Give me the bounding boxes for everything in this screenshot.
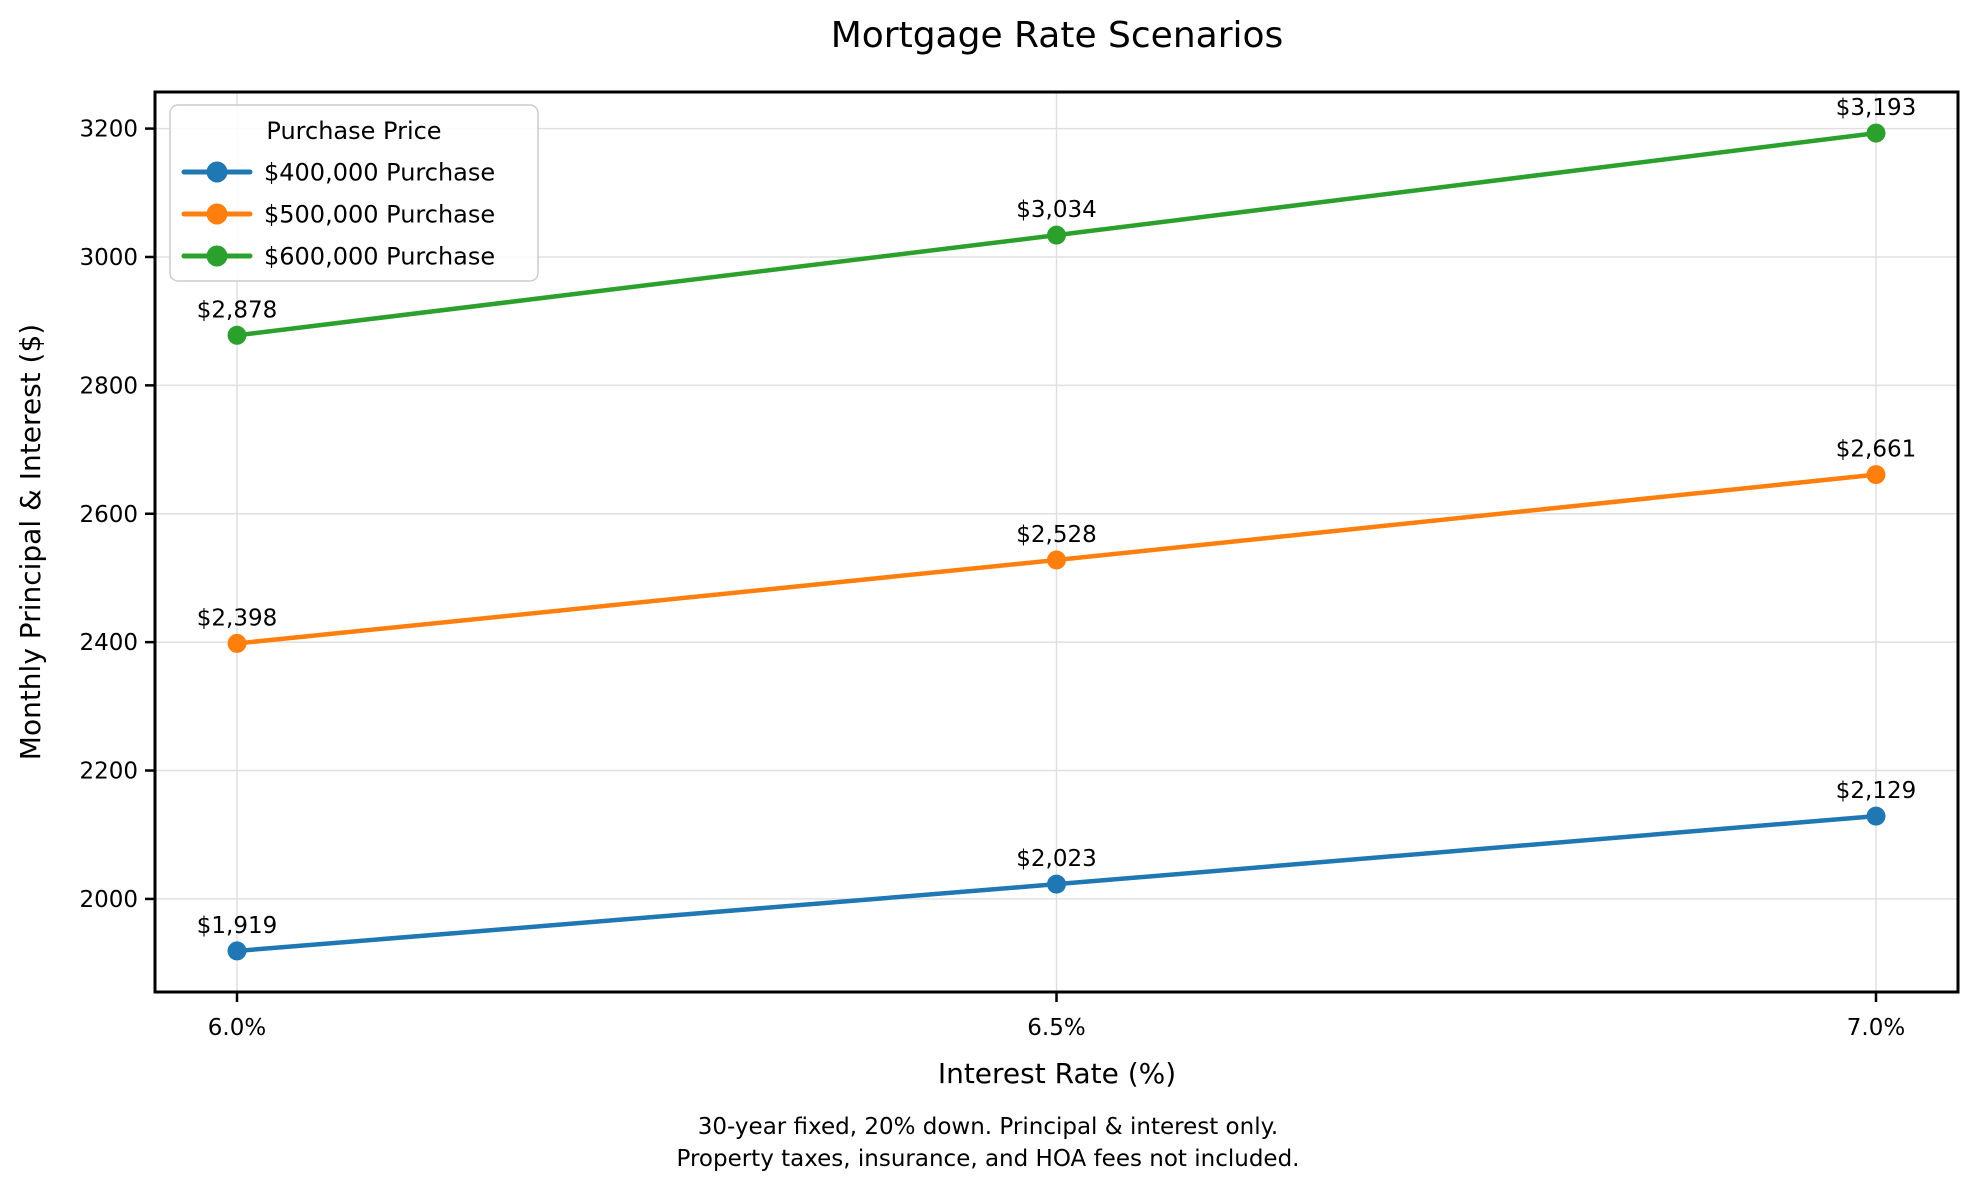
legend-item-label: $600,000 Purchase [264, 242, 495, 270]
data-point [1047, 550, 1066, 570]
data-point [1866, 123, 1886, 143]
data-point-label: $2,661 [1836, 437, 1916, 463]
y-tick-label: 2600 [79, 502, 138, 528]
legend-item: $400,000 Purchase [181, 158, 495, 186]
legend-item: $600,000 Purchase [181, 242, 495, 270]
y-tick-label: 2800 [79, 373, 138, 399]
x-tick-label: 6.5% [1027, 1015, 1085, 1041]
series--500-000-purchase: $2,398 $2,528 $2,661 [197, 437, 1916, 653]
data-point [1047, 874, 1066, 894]
data-point-label: $2,398 [197, 605, 277, 631]
data-point-label: $2,129 [1836, 778, 1916, 804]
legend-swatch-marker [206, 203, 228, 225]
y-tick-label: 3000 [79, 245, 138, 271]
y-tick-label: 2000 [79, 887, 138, 913]
legend-title: Purchase Price [266, 117, 441, 145]
legend: Purchase Price $400,000 Purchase $500,000 … [169, 104, 539, 282]
data-point-label: $2,023 [1016, 846, 1096, 872]
legend-item-label: $400,000 Purchase [264, 158, 495, 186]
legend-swatch-marker [206, 161, 228, 183]
y-axis-title: Monthly Principal & Interest ($) [14, 324, 47, 760]
legend-swatch-marker [206, 245, 228, 267]
y-tick-label: 2200 [79, 759, 138, 785]
legend-item: $500,000 Purchase [181, 200, 495, 228]
y-tick-label: 3200 [79, 117, 138, 143]
series--400-000-purchase: $1,919 $2,023 $2,129 [197, 778, 1916, 961]
x-axis-title: Interest Rate (%) [938, 1057, 1176, 1090]
footnote-line-1: 30-year fixed, 20% down. Principal & int… [698, 1114, 1278, 1140]
legend-box [169, 104, 539, 282]
data-point-label: $3,034 [1016, 197, 1096, 223]
y-tick-label: 2400 [79, 630, 138, 656]
chart-title: Mortgage Rate Scenarios [831, 15, 1284, 56]
data-point [1047, 225, 1066, 245]
x-tick-label: 6.0% [208, 1015, 266, 1041]
axis-ticks: 2000 2200 2400 2600 2800 3000 3200 6.0% 6.5% 7.0% [79, 117, 1905, 1041]
data-point [1866, 806, 1886, 826]
data-point [1866, 465, 1886, 485]
data-point-label: $1,919 [197, 913, 277, 939]
footnote-line-2: Property taxes, insurance, and HOA fees … [676, 1146, 1299, 1172]
data-point [227, 633, 247, 653]
plot-layer: 2000 2200 2400 2600 2800 3000 3200 6.0% 6.5% 7.0%… [79, 90, 1960, 1041]
data-point-label: $2,528 [1016, 522, 1096, 548]
data-point [227, 325, 247, 345]
x-tick-label: 7.0% [1847, 1015, 1905, 1041]
data-point-label: $2,878 [197, 297, 277, 323]
plot-border [153, 90, 1960, 994]
data-point-label: $3,193 [1836, 95, 1916, 121]
data-point [227, 941, 247, 961]
series--600-000-purchase: $2,878 $3,034 $3,193 [197, 95, 1916, 345]
legend-item-label: $500,000 Purchase [264, 200, 495, 228]
